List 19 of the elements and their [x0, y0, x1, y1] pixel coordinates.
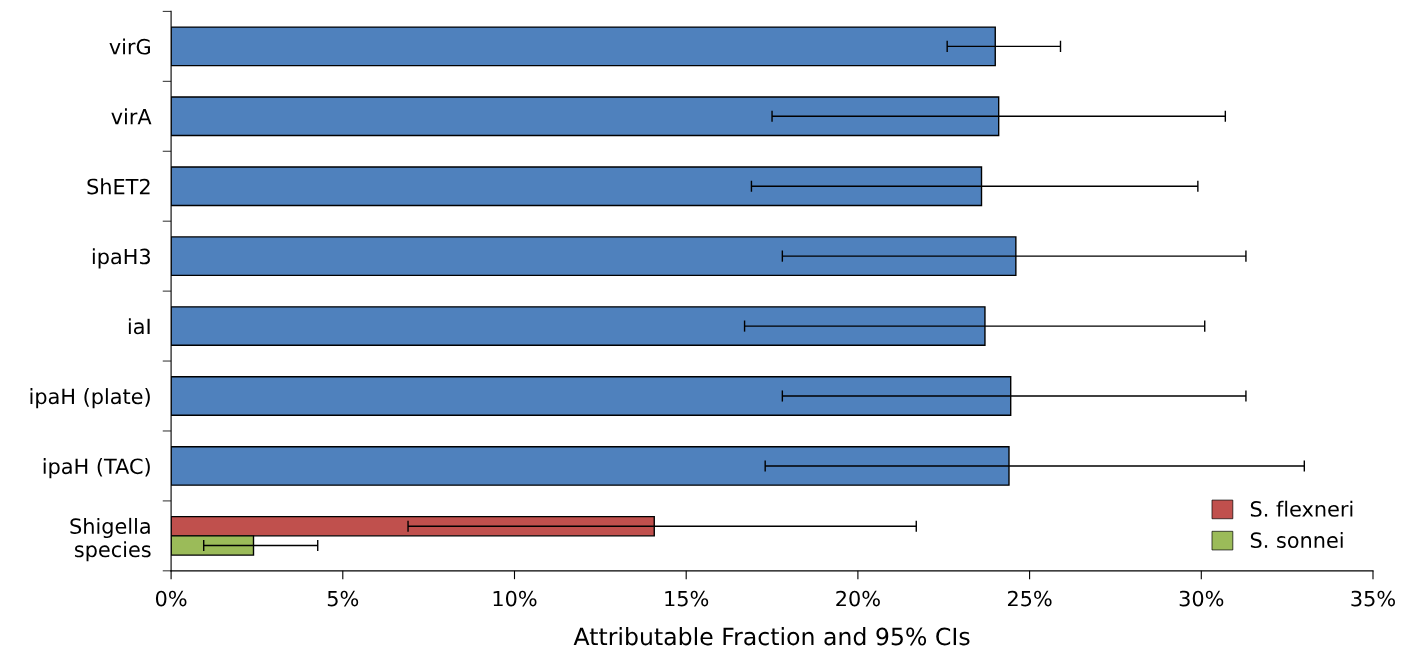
x-tick-label: 0% [155, 590, 187, 607]
y-tick-label: iaI [128, 318, 150, 335]
x-tick-label: 5% [327, 590, 359, 607]
y-tick-label: virG [109, 38, 150, 55]
legend-label: S. sonnei [1250, 531, 1343, 549]
x-tick-label: 25% [1007, 590, 1052, 607]
x-tick-label: 10% [493, 590, 537, 607]
y-tick-label: ShET2 [87, 178, 150, 195]
y-tick-label: Shigella species [70, 517, 151, 562]
x-tick-label: 15% [665, 590, 709, 607]
y-tick-label: ipaH (TAC) [43, 458, 150, 479]
x-tick-label: 20% [836, 590, 880, 607]
y-tick-label: virA [111, 108, 152, 125]
x-tick-label: 35% [1351, 590, 1395, 607]
legend-label: S. flexneri [1250, 500, 1353, 517]
x-tick-label: 30% [1179, 590, 1224, 607]
y-tick-label: ipaH3 [92, 248, 150, 269]
x-axis-title: Attributable Fraction and 95% CIs [573, 627, 970, 646]
y-tick-label: ipaH (plate) [30, 388, 150, 409]
